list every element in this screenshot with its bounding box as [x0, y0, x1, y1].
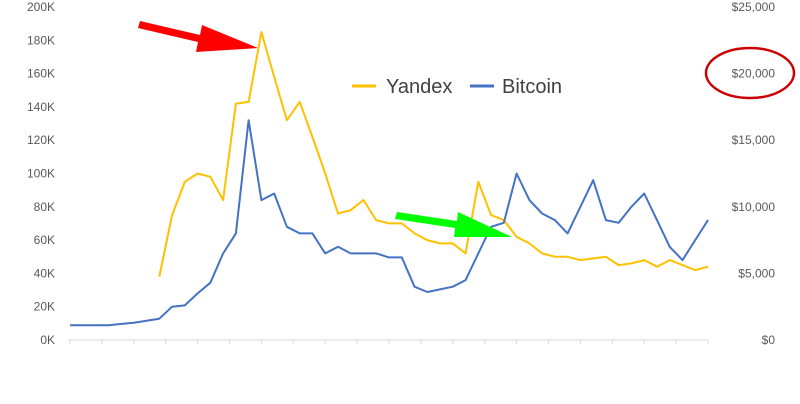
- left-tick-label: 0K: [40, 333, 55, 347]
- legend: Yandex Bitcoin: [352, 76, 562, 98]
- red-arrow: [138, 21, 258, 52]
- left-tick-label: 80K: [34, 200, 55, 214]
- left-tick-label: 160K: [27, 67, 55, 81]
- left-tick-label: 40K: [34, 266, 55, 280]
- highlight-circle: [704, 46, 796, 100]
- right-axis-ticks: $0 $5,000 $10,000 $15,000 $20,000 $25,000: [732, 0, 776, 347]
- series-line-yandex: [158, 31, 709, 277]
- left-tick-label: 200K: [27, 0, 55, 14]
- right-tick-label: $0: [762, 333, 776, 347]
- right-tick-label: $25,000: [732, 0, 776, 14]
- right-tick-label: $10,000: [732, 200, 776, 214]
- right-tick-label: $15,000: [732, 133, 776, 147]
- green-arrow: [395, 212, 512, 237]
- series-lines: [70, 31, 709, 327]
- left-axis-ticks: 0K 20K 40K 60K 80K 100K 120K 140K 160K 180K 200K: [27, 0, 55, 347]
- left-tick-label: 20K: [34, 300, 55, 314]
- left-tick-label: 60K: [34, 233, 55, 247]
- x-axis-ticks: [69, 340, 709, 344]
- legend-label-yandex: Yandex: [386, 76, 452, 98]
- series-line-bitcoin: [70, 119, 709, 327]
- left-tick-label: 120K: [27, 133, 55, 147]
- right-tick-label: $5,000: [738, 266, 775, 280]
- left-tick-label: 140K: [27, 100, 55, 114]
- right-tick-label: $20,000: [732, 67, 776, 81]
- left-tick-label: 100K: [27, 167, 55, 181]
- legend-label-bitcoin: Bitcoin: [502, 76, 562, 98]
- left-tick-label: 180K: [27, 33, 55, 47]
